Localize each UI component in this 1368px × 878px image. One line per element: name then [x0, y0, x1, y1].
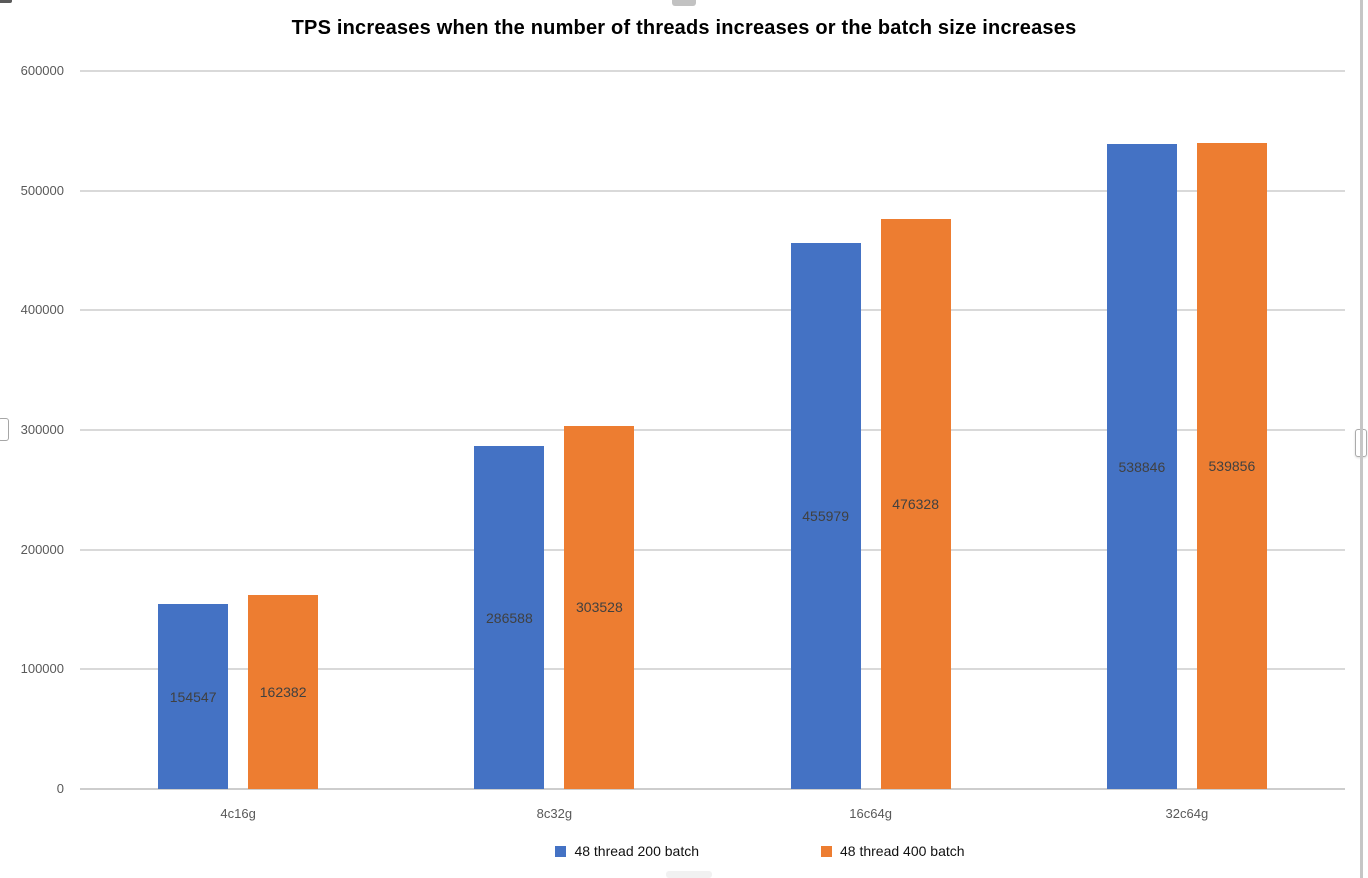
selection-handle-top[interactable]: [672, 0, 696, 6]
bar-4c16g-series1[interactable]: [158, 604, 229, 789]
bar-data-label: 154547: [169, 688, 217, 705]
bar-data-label: 538846: [1118, 458, 1166, 475]
y-axis-tick-label: 400000: [20, 302, 64, 318]
bar-data-label: 286588: [486, 609, 533, 626]
screen-corner-artifact: [0, 0, 12, 3]
x-axis-category-label: 8c32g: [536, 806, 573, 821]
bar-8c32g-series1[interactable]: [474, 446, 545, 789]
legend-label-series-2: 48 thread 400 batch: [840, 843, 965, 859]
chart-legend: 48 thread 200 batch 48 thread 400 batch: [76, 843, 1368, 859]
y-gridline: [80, 429, 1345, 431]
y-axis-tick-label: 300000: [20, 422, 64, 437]
bar-data-label: 476328: [892, 495, 939, 512]
legend-swatch-blue-icon: [555, 845, 567, 857]
y-gridline: [80, 668, 1345, 671]
chart-title[interactable]: TPS increases when the number of threads…: [291, 17, 1077, 39]
legend-item-series-2[interactable]: 48 thread 400 batch: [821, 843, 965, 859]
bar-data-label: 455979: [802, 508, 849, 525]
bar-32c64g-series1[interactable]: [1106, 144, 1177, 789]
bar-8c32g-series2[interactable]: [564, 425, 635, 789]
legend-swatch-orange-icon: [821, 845, 832, 857]
legend-label-series-1: 48 thread 200 batch: [574, 843, 699, 859]
bar-data-label: 303528: [576, 599, 623, 616]
bar-32c64g-series2[interactable]: [1196, 142, 1267, 789]
x-axis-category-label: 16c64g: [849, 806, 892, 821]
selection-handle-bottom[interactable]: [666, 871, 712, 878]
y-axis-tick-label: 200000: [20, 541, 64, 557]
legend-item-series-1[interactable]: 48 thread 200 batch: [555, 843, 699, 859]
y-axis-tick-label: 600000: [20, 63, 64, 78]
x-axis-category-label: 4c16g: [220, 806, 256, 821]
y-axis-tick-label: 0: [56, 781, 64, 796]
bar-4c16g-series2[interactable]: [248, 594, 319, 789]
selection-handle-left[interactable]: [0, 418, 9, 441]
bar-16c64g-series2[interactable]: [880, 218, 951, 789]
bar-16c64g-series1[interactable]: [790, 243, 861, 789]
bar-data-label: 162382: [259, 683, 307, 700]
y-gridline: [80, 548, 1345, 551]
y-axis-tick-label: 500000: [20, 182, 64, 198]
y-gridline: [80, 189, 1345, 192]
y-gridline: [80, 309, 1345, 312]
y-gridline: [80, 70, 1345, 72]
x-axis-category-label: 32c64g: [1165, 806, 1209, 821]
x-axis-line: [80, 788, 1345, 790]
y-axis-tick-label: 100000: [20, 661, 64, 677]
window-right-border: [1360, 0, 1363, 878]
bar-data-label: 539856: [1208, 457, 1256, 474]
